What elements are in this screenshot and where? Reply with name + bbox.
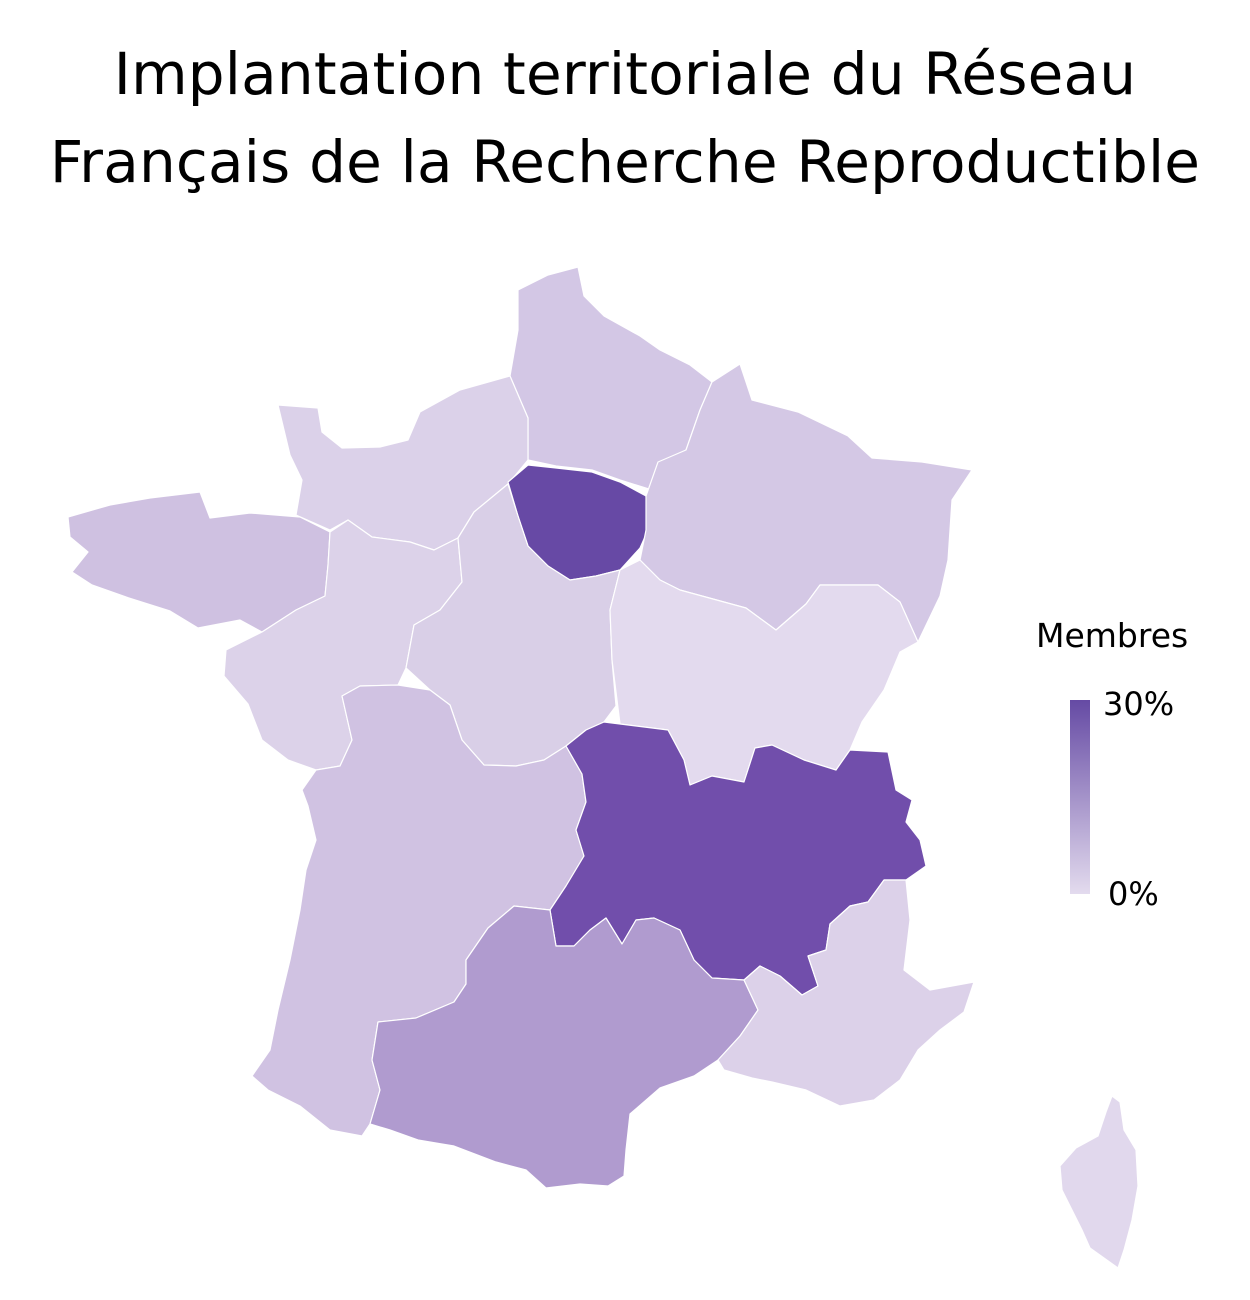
region-bretagne[interactable]: Bretagne (67, 491, 331, 633)
map-title: Implantation territoriale du Réseau Fran… (0, 30, 1250, 206)
legend-min-label: 0% (1108, 875, 1159, 913)
legend-color-bar (1070, 700, 1090, 894)
region-corse[interactable]: Corse (1059, 1095, 1139, 1269)
legend: Membres 30% 0% (1030, 612, 1240, 932)
title-line-1: Implantation territoriale du Réseau (113, 40, 1137, 108)
region-provence-alpes-cote-d-azur[interactable]: Provence-Alpes-Côte d'Azur (717, 879, 975, 1107)
title-line-2: Français de la Recherche Reproductible (49, 128, 1201, 196)
legend-title: Membres (1036, 616, 1189, 655)
legend-max-label: 30% (1103, 685, 1175, 723)
